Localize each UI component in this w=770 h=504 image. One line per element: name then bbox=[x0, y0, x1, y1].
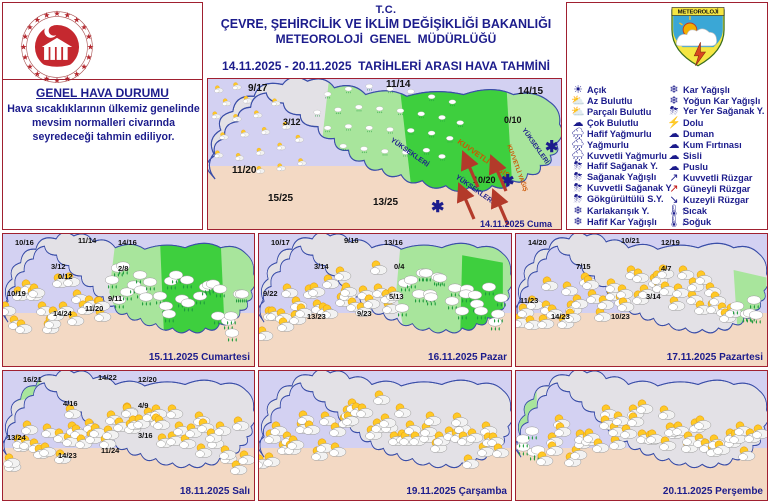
svg-text:METEOROLOJİ: METEOROLOJİ bbox=[678, 8, 719, 15]
